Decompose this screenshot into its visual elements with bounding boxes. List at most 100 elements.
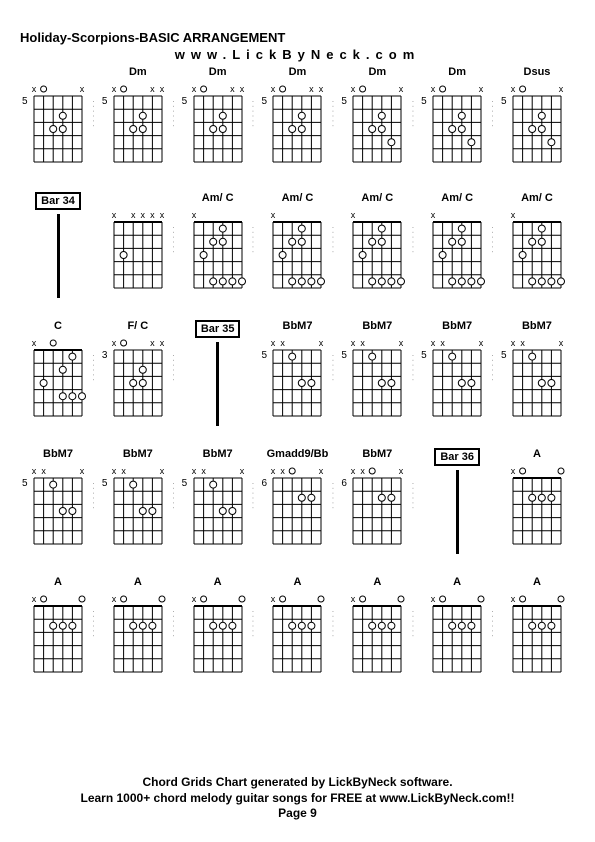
chord-name-label: BbM7 (442, 320, 472, 336)
chord-diagram-wrap: 5xxx· · · · · · (259, 336, 335, 436)
chord-diagram-wrap: 5xxx· · · · · · (100, 82, 176, 182)
svg-text:x: x (140, 210, 145, 220)
chord-diagram-wrap: 3xxx· · · · · · (100, 336, 176, 436)
starting-fret-number: 5 (501, 96, 507, 107)
chord-name-label: Dm (368, 66, 386, 82)
chord-cell: Cx· · · · · · (20, 320, 96, 438)
chord-cell: BbM75xxx· · · · · · (419, 320, 495, 438)
chord-cell: Ax· · · · · · (339, 576, 415, 692)
chord-diagram-wrap: 6xxx· · · · · · (259, 464, 335, 564)
svg-text:x: x (239, 466, 244, 476)
chord-cell: Ax (499, 448, 575, 566)
beat-separator: · · · · · · (248, 482, 258, 509)
svg-text:x: x (281, 338, 286, 348)
svg-text:x: x (431, 338, 436, 348)
fretboard-diagram: x (345, 592, 409, 676)
chord-cell: BbM75xxx· · · · · · (259, 320, 335, 438)
starting-fret-number: 5 (261, 350, 267, 361)
svg-text:x: x (511, 210, 516, 220)
chord-name-label: A (54, 576, 62, 592)
chord-name-label: C (54, 320, 62, 336)
chord-name-label: BbM7 (203, 448, 233, 464)
beat-separator: · · · · · · (487, 610, 497, 637)
fretboard-diagram: xxx (186, 464, 250, 548)
svg-text:x: x (150, 210, 155, 220)
svg-text:x: x (160, 466, 165, 476)
chord-cell: BbM75xxx· · · · · · (180, 448, 256, 566)
chord-name-label: BbM7 (362, 320, 392, 336)
chord-cell: BbM75xxx· · · · · · (100, 448, 176, 566)
chord-grid-rows: 5xx· · · · · ·Dm5xxx· · · · · ·Dm5xxx· ·… (20, 66, 575, 692)
beat-separator: · · · · · · (168, 610, 178, 637)
svg-text:x: x (361, 466, 366, 476)
starting-fret-number: 5 (421, 350, 427, 361)
fretboard-diagram: x (345, 208, 409, 292)
fretboard-diagram: xxx (26, 464, 90, 548)
beat-separator: · · · · · · (327, 100, 337, 127)
bar-line-wrap (20, 210, 96, 310)
chord-diagram-wrap: 5xx· · · · · · (20, 82, 96, 182)
chord-diagram-wrap: x· · · · · · (259, 208, 335, 308)
chord-row: Cx· · · · · ·F/ C3xxx· · · · · ·Bar 35Bb… (20, 320, 575, 438)
chord-cell: 5xx· · · · · · (20, 66, 96, 182)
svg-text:x: x (121, 466, 126, 476)
bar-marker-cell: Bar 35 (180, 320, 256, 438)
fretboard-diagram: xx (425, 82, 489, 166)
svg-text:x: x (351, 466, 356, 476)
svg-text:x: x (431, 594, 436, 604)
chord-cell: Am/ Cx· · · · · · (419, 192, 495, 310)
chord-diagram-wrap: x· · · · · · (180, 208, 256, 308)
svg-text:x: x (41, 466, 46, 476)
svg-text:x: x (319, 84, 324, 94)
starting-fret-number: 6 (261, 478, 267, 489)
svg-text:x: x (511, 338, 516, 348)
chord-name-label: Am/ C (282, 192, 314, 208)
chord-cell: Gmadd9/Bb6xxx· · · · · · (259, 448, 335, 566)
starting-fret-number: 5 (22, 478, 28, 489)
starting-fret-number: 3 (102, 350, 108, 361)
starting-fret-number: 5 (501, 350, 507, 361)
svg-text:x: x (281, 466, 286, 476)
fretboard-diagram: xxx (186, 82, 250, 166)
page-title: Holiday-Scorpions-BASIC ARRANGEMENT (20, 30, 575, 45)
svg-text:x: x (479, 338, 484, 348)
bar-line-wrap (419, 466, 495, 566)
fretboard-diagram: x (505, 592, 569, 676)
chord-cell: F/ C3xxx· · · · · · (100, 320, 176, 438)
chord-name-label: BbM7 (362, 448, 392, 464)
beat-separator: · · · · · · (407, 354, 417, 381)
svg-text:x: x (32, 594, 37, 604)
chord-diagram-wrap: x (499, 592, 575, 692)
beat-separator: · · · · · · (248, 610, 258, 637)
chord-cell: Am/ Cx· · · · · · (180, 192, 256, 310)
starting-fret-number: 5 (261, 96, 267, 107)
svg-text:x: x (191, 594, 196, 604)
fretboard-diagram: xx (26, 82, 90, 166)
chord-row: 5xx· · · · · ·Dm5xxx· · · · · ·Dm5xxx· ·… (20, 66, 575, 182)
chord-row: BbM75xxx· · · · · ·BbM75xxx· · · · · ·Bb… (20, 448, 575, 566)
chord-cell: Ax· · · · · · (259, 576, 335, 692)
svg-text:x: x (112, 594, 117, 604)
chord-diagram-wrap: xxxxx· · · · · · (100, 208, 176, 308)
svg-text:x: x (160, 84, 165, 94)
fretboard-diagram: x (265, 208, 329, 292)
chord-cell: Ax (499, 576, 575, 692)
svg-text:x: x (319, 466, 324, 476)
svg-text:x: x (271, 210, 276, 220)
svg-text:x: x (80, 84, 85, 94)
svg-text:x: x (112, 466, 117, 476)
svg-text:x: x (201, 466, 206, 476)
chord-name-label: A (533, 448, 541, 464)
svg-text:x: x (399, 338, 404, 348)
svg-text:x: x (191, 210, 196, 220)
fretboard-diagram: xx (505, 82, 569, 166)
chord-name-label: Gmadd9/Bb (267, 448, 329, 464)
starting-fret-number: 5 (102, 478, 108, 489)
chord-cell: xxxxx· · · · · · (100, 192, 176, 310)
fretboard-diagram: x (505, 208, 569, 292)
beat-separator: · · · · · · (88, 610, 98, 637)
svg-text:x: x (150, 338, 155, 348)
chord-diagram-wrap: 5xxx· · · · · · (339, 336, 415, 436)
svg-text:x: x (32, 84, 37, 94)
svg-text:x: x (431, 84, 436, 94)
